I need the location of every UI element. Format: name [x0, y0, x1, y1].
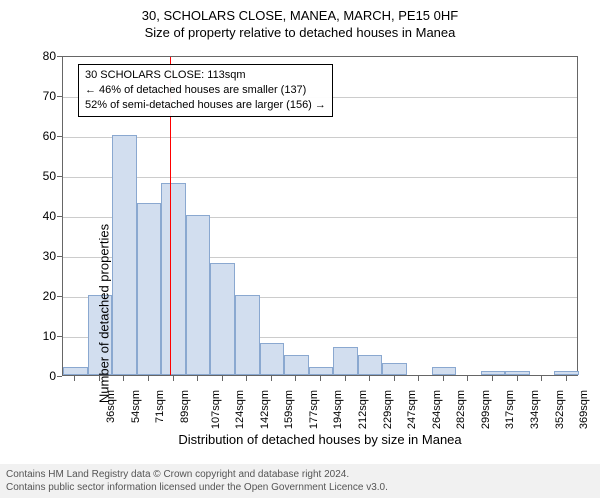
x-tick-label: 369sqm: [578, 390, 590, 429]
x-tick-label: 89sqm: [179, 390, 191, 423]
x-tick-mark: [394, 376, 395, 381]
x-tick-mark: [222, 376, 223, 381]
y-tick-mark: [57, 336, 62, 337]
x-tick-label: 334sqm: [529, 390, 541, 429]
x-tick-mark: [148, 376, 149, 381]
x-tick-mark: [271, 376, 272, 381]
chart-title-main: 30, SCHOLARS CLOSE, MANEA, MARCH, PE15 0…: [0, 8, 600, 23]
x-tick-mark: [123, 376, 124, 381]
y-tick-label: 50: [36, 169, 56, 183]
y-tick-label: 80: [36, 49, 56, 63]
annotation-line: 52% of semi-detached houses are larger (…: [85, 98, 326, 113]
y-tick-label: 40: [36, 209, 56, 223]
footer-line2: Contains public sector information licen…: [6, 481, 594, 494]
y-tick-label: 60: [36, 129, 56, 143]
y-tick-mark: [57, 96, 62, 97]
x-tick-label: 159sqm: [283, 390, 295, 429]
x-tick-mark: [566, 376, 567, 381]
x-tick-mark: [467, 376, 468, 381]
histogram-bar: [161, 183, 186, 375]
y-tick-label: 20: [36, 289, 56, 303]
y-tick-mark: [57, 296, 62, 297]
histogram-bar: [260, 343, 285, 375]
x-tick-mark: [492, 376, 493, 381]
chart-title-sub: Size of property relative to detached ho…: [0, 25, 600, 40]
x-tick-mark: [74, 376, 75, 381]
histogram-bar: [432, 367, 457, 375]
x-tick-mark: [443, 376, 444, 381]
footer-line1: Contains HM Land Registry data © Crown c…: [6, 468, 594, 481]
x-tick-mark: [295, 376, 296, 381]
annotation-line: ← 46% of detached houses are smaller (13…: [85, 83, 326, 98]
histogram-bar: [554, 371, 579, 375]
histogram-bar: [137, 203, 162, 375]
x-tick-mark: [369, 376, 370, 381]
x-tick-mark: [99, 376, 100, 381]
x-tick-label: 229sqm: [382, 390, 394, 429]
histogram-bar: [284, 355, 309, 375]
histogram-bar: [309, 367, 334, 375]
chart-container: 30, SCHOLARS CLOSE, MANEA, MARCH, PE15 0…: [0, 8, 600, 468]
gridline: [63, 177, 577, 178]
y-tick-label: 0: [36, 369, 56, 383]
histogram-bar: [382, 363, 407, 375]
x-tick-mark: [345, 376, 346, 381]
x-tick-label: 54sqm: [130, 390, 142, 423]
footer: Contains HM Land Registry data © Crown c…: [0, 464, 600, 498]
y-tick-mark: [57, 376, 62, 377]
x-tick-label: 71sqm: [154, 390, 166, 423]
x-tick-label: 212sqm: [357, 390, 369, 429]
annotation-box: 30 SCHOLARS CLOSE: 113sqm← 46% of detach…: [78, 64, 333, 117]
x-tick-label: 142sqm: [259, 390, 271, 429]
histogram-bar: [505, 371, 530, 375]
histogram-bar: [63, 367, 88, 375]
y-tick-label: 30: [36, 249, 56, 263]
histogram-bar: [481, 371, 506, 375]
x-tick-label: 194sqm: [333, 390, 345, 429]
y-tick-label: 10: [36, 329, 56, 343]
x-tick-mark: [541, 376, 542, 381]
y-tick-mark: [57, 176, 62, 177]
x-tick-label: 264sqm: [431, 390, 443, 429]
histogram-bar: [358, 355, 383, 375]
x-tick-label: 299sqm: [480, 390, 492, 429]
y-tick-mark: [57, 256, 62, 257]
y-tick-mark: [57, 136, 62, 137]
x-axis-label: Distribution of detached houses by size …: [62, 432, 578, 447]
histogram-bar: [235, 295, 260, 375]
x-tick-label: 317sqm: [505, 390, 517, 429]
x-tick-mark: [197, 376, 198, 381]
histogram-bar: [210, 263, 235, 375]
y-tick-mark: [57, 216, 62, 217]
y-tick-mark: [57, 56, 62, 57]
x-tick-label: 352sqm: [554, 390, 566, 429]
x-tick-label: 247sqm: [406, 390, 418, 429]
x-tick-label: 124sqm: [234, 390, 246, 429]
histogram-bar: [186, 215, 211, 375]
x-tick-mark: [246, 376, 247, 381]
x-tick-label: 177sqm: [308, 390, 320, 429]
gridline: [63, 137, 577, 138]
x-tick-mark: [320, 376, 321, 381]
histogram-bar: [112, 135, 137, 375]
x-tick-mark: [517, 376, 518, 381]
annotation-line: 30 SCHOLARS CLOSE: 113sqm: [85, 68, 326, 83]
x-tick-mark: [418, 376, 419, 381]
x-tick-label: 36sqm: [105, 390, 117, 423]
x-tick-label: 282sqm: [455, 390, 467, 429]
histogram-bar: [333, 347, 358, 375]
x-tick-label: 107sqm: [210, 390, 222, 429]
y-tick-label: 70: [36, 89, 56, 103]
x-tick-mark: [173, 376, 174, 381]
